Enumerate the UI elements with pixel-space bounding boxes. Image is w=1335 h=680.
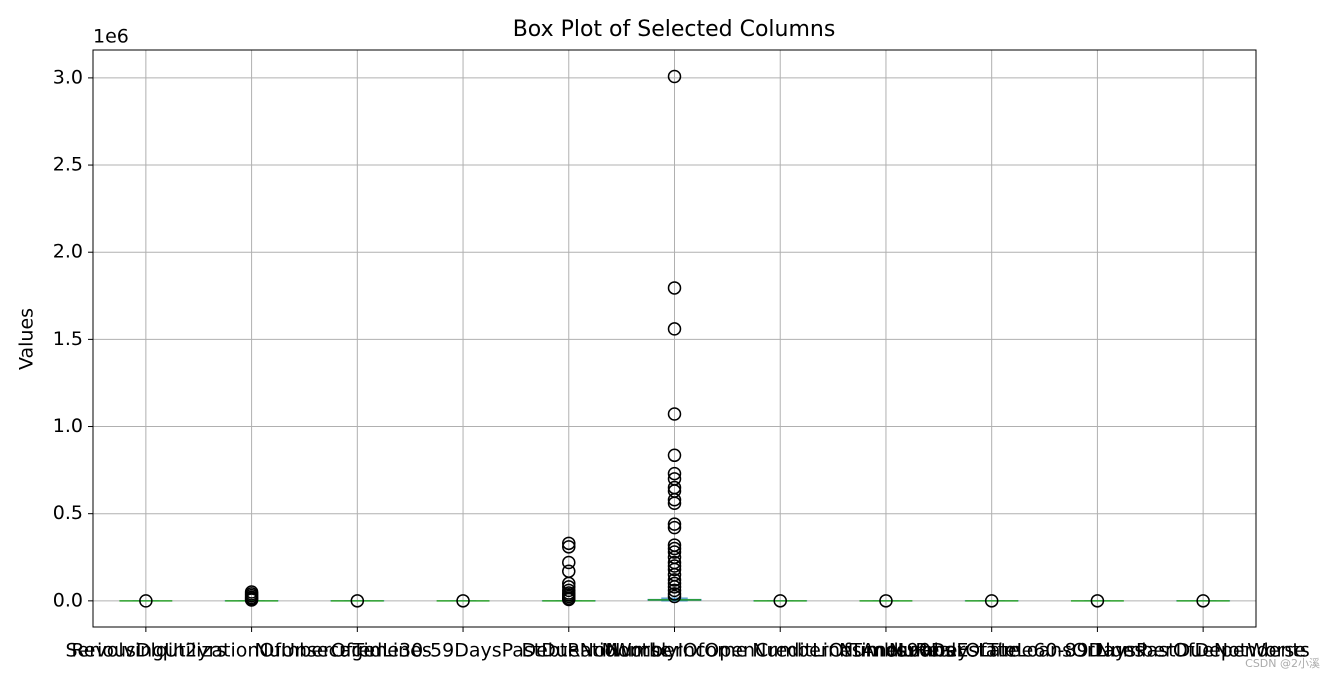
plot-frame: [92, 49, 1257, 628]
flier: [984, 594, 999, 608]
x-tick-label: NumberOfTime30-59DaysPastDueNotWorse: [255, 640, 672, 662]
flier: [667, 559, 682, 573]
flier: [879, 594, 893, 608]
x-tick-label: age: [340, 640, 375, 662]
flier: [667, 492, 682, 507]
flier: [244, 593, 259, 607]
y-tick-label: 1.5: [53, 328, 83, 350]
flier: [562, 536, 576, 551]
flier: [667, 541, 682, 556]
x-tick-label: DebtRatio: [521, 640, 616, 662]
flier: [667, 407, 682, 421]
flier: [667, 562, 682, 577]
flier: [667, 448, 682, 463]
y-tick-label: 2.5: [53, 154, 83, 176]
y-tick-label: 2.0: [53, 241, 83, 263]
y-tick-label: 3.0: [53, 66, 83, 88]
flier: [562, 555, 576, 570]
flier: [667, 281, 682, 295]
flier: [667, 69, 682, 84]
flier: [667, 520, 682, 535]
x-tick-label: NumberOfDependents: [1097, 640, 1310, 662]
flier: [1090, 594, 1105, 608]
flier: [456, 594, 470, 608]
watermark: CSDN @2小溪: [1245, 657, 1320, 670]
x-tick-label: NumberRealEstateLoansOrLines: [839, 640, 1144, 662]
flier: [667, 576, 682, 591]
flier: [667, 496, 682, 510]
flier: [139, 594, 153, 608]
y-axis-label: Values: [16, 308, 38, 370]
flier: [667, 589, 682, 604]
flier: [667, 517, 682, 531]
flier: [667, 322, 682, 336]
y-tick-label: 0.5: [53, 502, 83, 524]
x-tick-label: SeriousDlqin2yrs: [65, 640, 226, 662]
flier: [773, 594, 787, 608]
x-tick-label: RevolvingUtilizationOfUnsecuredLines: [71, 640, 431, 662]
flier: [667, 573, 682, 587]
y-offset-label: 1e6: [93, 26, 129, 48]
x-tick-label: NumberOfTime60-89DaysPastDueNotWorse: [889, 640, 1306, 662]
flier: [667, 545, 682, 559]
flier: [1196, 594, 1210, 608]
x-tick-label: NumberOfTimes90DaysLate: [752, 640, 1019, 662]
y-tick-label: 0.0: [53, 589, 83, 611]
chart-title: Box Plot of Selected Columns: [513, 17, 836, 42]
flier: [667, 466, 682, 481]
flier: [667, 583, 682, 598]
x-tick-label: MonthlyIncome: [602, 640, 748, 662]
flier: [562, 540, 576, 554]
flier: [562, 592, 576, 607]
y-tick-label: 1.0: [53, 415, 83, 437]
flier: [667, 580, 682, 594]
flier: [350, 594, 365, 608]
x-tick-label: NumberOfOpenCreditLinesAndLoans: [606, 640, 954, 662]
